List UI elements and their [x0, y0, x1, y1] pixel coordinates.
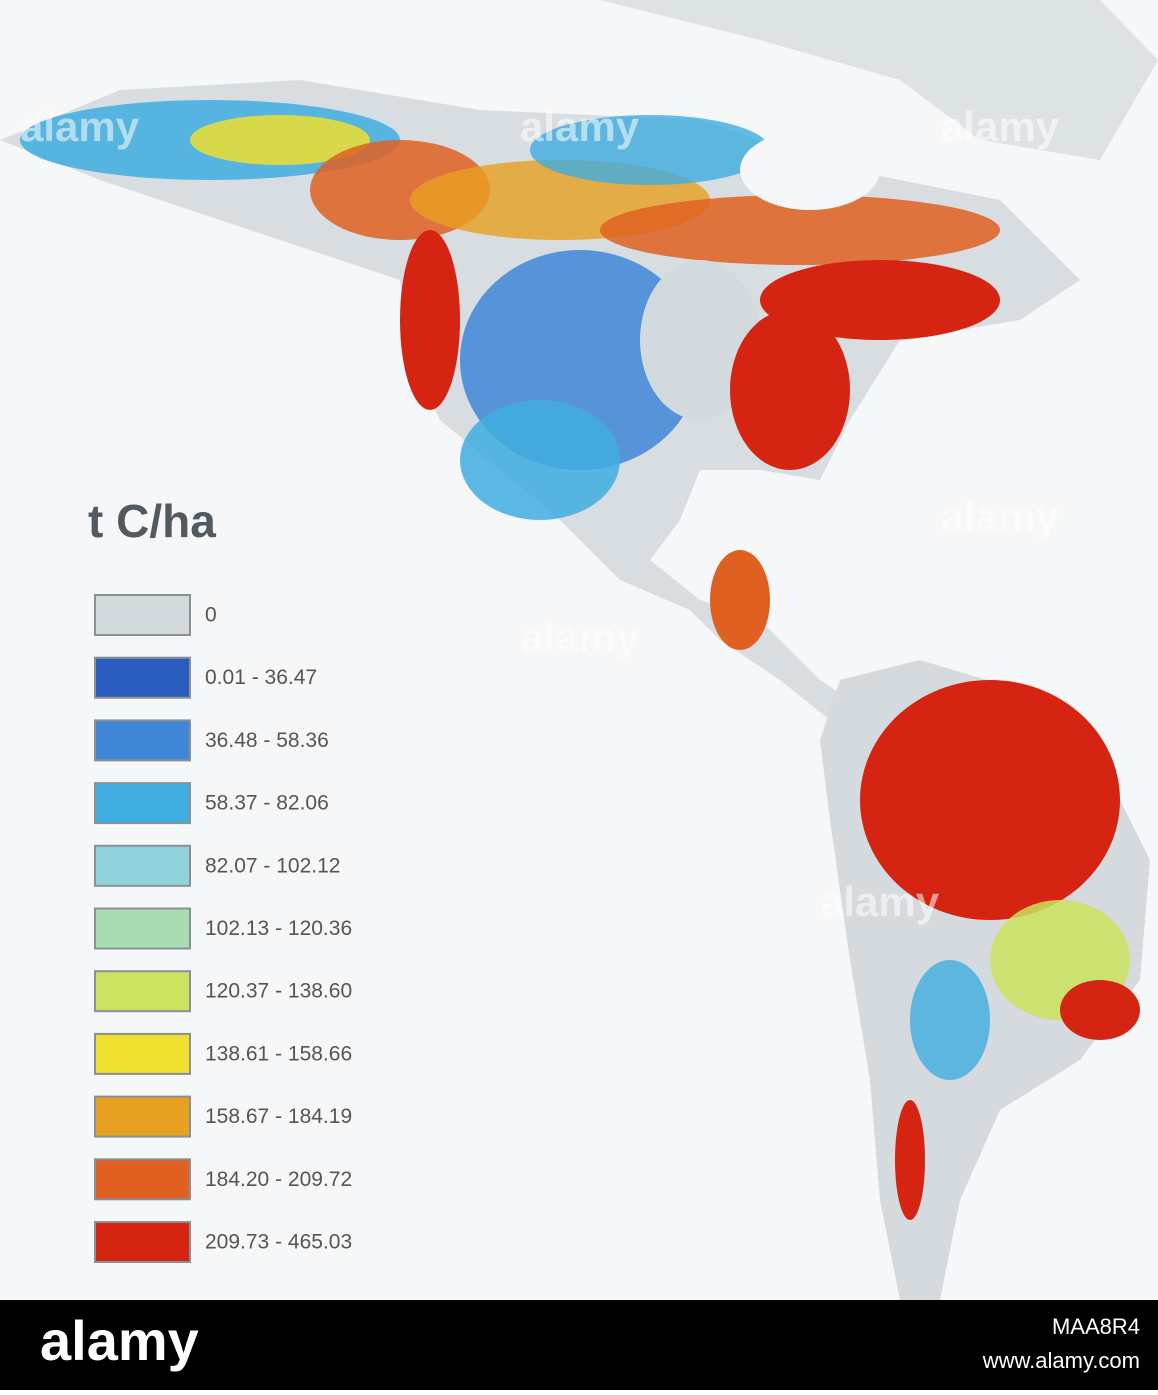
region [530, 115, 770, 185]
region [640, 260, 760, 420]
legend-label: 184.20 - 209.72 [205, 1168, 352, 1191]
legend: 0 0.01 - 36.47 36.48 - 58.36 58.37 - 82.06 8… [94, 594, 352, 1263]
legend-swatch [94, 1221, 191, 1263]
map [0, 0, 1158, 1300]
region [910, 960, 990, 1080]
watermark: alamy [20, 103, 140, 150]
region [400, 230, 460, 410]
legend-swatch [94, 1095, 191, 1138]
watermark: alamy [520, 613, 640, 660]
hudson-bay [740, 130, 880, 210]
legend-label: 158.67 - 184.19 [205, 1105, 352, 1128]
legend-label: 0.01 - 36.47 [205, 666, 317, 689]
legend-label: 102.13 - 120.36 [205, 917, 352, 940]
watermark: alamy [940, 103, 1060, 150]
legend-swatch [94, 1032, 191, 1075]
amazon [860, 680, 1120, 920]
legend-swatch [94, 970, 191, 1013]
watermarks: alamy alamy alamy alamy alamy alamy [20, 103, 1060, 925]
watermark: alamy [820, 878, 940, 925]
legend-label: 82.07 - 102.12 [205, 854, 340, 877]
region [895, 1100, 925, 1220]
region [190, 115, 370, 165]
footer-bar [0, 1300, 1158, 1390]
legend-swatch [94, 782, 191, 825]
legend-title: t C/ha [88, 495, 216, 547]
image-id: MAA8R4 [1052, 1314, 1140, 1339]
region [710, 550, 770, 650]
legend-swatch [94, 656, 191, 699]
watermark: alamy [940, 493, 1060, 540]
greenland [600, 0, 1158, 160]
legend-swatch [94, 594, 191, 636]
legend-swatch [94, 844, 191, 887]
legend-swatch [94, 1158, 191, 1201]
region [460, 400, 620, 520]
region [1060, 980, 1140, 1040]
watermark: alamy [520, 103, 640, 150]
region [600, 195, 1000, 265]
legend-label: 138.61 - 158.66 [205, 1042, 352, 1065]
legend-label: 209.73 - 465.03 [205, 1231, 352, 1254]
legend-label: 120.37 - 138.60 [205, 980, 352, 1003]
region [730, 310, 850, 470]
legend-label: 0 [205, 604, 217, 627]
url: www.alamy.com [982, 1348, 1140, 1373]
legend-swatch [94, 907, 191, 950]
region [760, 260, 1000, 340]
legend-label: 36.48 - 58.36 [205, 729, 329, 752]
legend-swatch [94, 719, 191, 762]
legend-label: 58.37 - 82.06 [205, 792, 329, 815]
footer-logo: alamy [40, 1309, 199, 1372]
